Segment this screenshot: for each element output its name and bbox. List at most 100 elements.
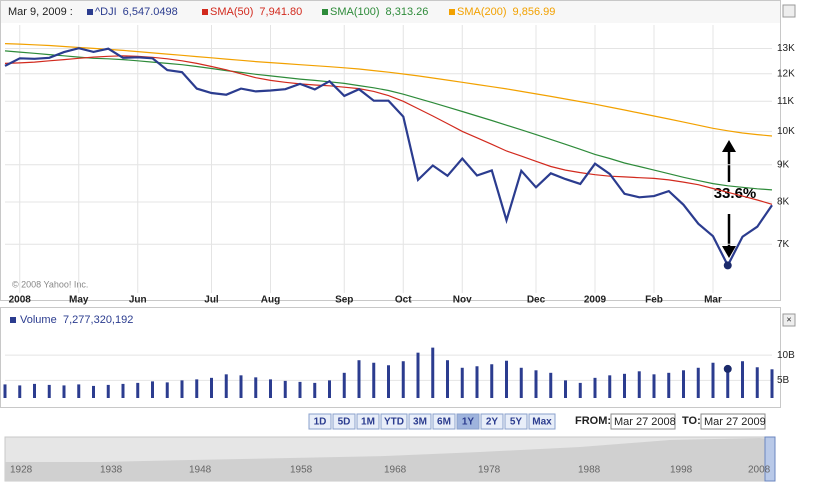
volume-bar — [77, 384, 81, 398]
volume-bar — [283, 380, 287, 398]
range-button-label: 1D — [314, 417, 327, 428]
volume-bar — [460, 367, 464, 398]
volume-bar — [239, 375, 243, 398]
range-button[interactable] — [332, 413, 356, 430]
close-icon: × — [786, 314, 791, 324]
volume-bar — [446, 360, 449, 398]
legend-swatch — [202, 9, 208, 15]
x-tick-label: Mar — [704, 295, 722, 306]
volume-panel — [0, 307, 781, 408]
volume-bar — [696, 367, 700, 398]
range-button-label: 5Y — [510, 417, 523, 428]
volume-bar — [387, 365, 390, 398]
x-tick-label: Oct — [395, 295, 412, 306]
x-tick-label: 2009 — [584, 295, 607, 306]
volume-bar — [637, 371, 641, 398]
navigator-year: 1968 — [384, 465, 407, 476]
volume-bar — [328, 380, 331, 398]
x-tick-label: Jul — [204, 295, 219, 306]
legend-swatch — [322, 9, 328, 15]
range-button[interactable] — [504, 413, 528, 430]
range-button-label: 3M — [413, 417, 427, 428]
x-tick-label: Feb — [645, 295, 663, 306]
from-date: Mar 27 2008 — [614, 416, 676, 428]
volume-bar — [298, 381, 302, 398]
navigator-area — [5, 438, 773, 481]
y-tick-label: 9K — [777, 159, 790, 170]
volume-bar — [33, 383, 36, 398]
volume-bar — [47, 384, 51, 398]
y-tick-label: 10K — [777, 126, 795, 137]
volume-bar — [755, 367, 759, 398]
range-button[interactable] — [528, 413, 556, 430]
low-point — [723, 261, 732, 270]
volume-bar — [136, 382, 140, 398]
to-input[interactable] — [700, 413, 766, 430]
navigator-year: 1948 — [189, 465, 212, 476]
volume-bar — [92, 385, 95, 398]
volume-bar — [195, 379, 199, 398]
range-button[interactable] — [380, 413, 408, 430]
range-button-label: 2Y — [486, 417, 499, 428]
legend-value: 7,941.80 — [259, 6, 302, 18]
volume-bar — [224, 374, 228, 398]
volume-bar — [357, 360, 361, 398]
volume-bar — [519, 367, 523, 398]
close-button[interactable] — [782, 4, 796, 18]
navigator-year: 1998 — [670, 465, 693, 476]
legend-bar — [1, 1, 780, 23]
volume-bar — [372, 362, 376, 398]
legend-value: 9,856.99 — [513, 6, 556, 18]
range-annotation: 33.6% — [714, 140, 756, 258]
volume-bar — [682, 370, 685, 398]
legend-value: 6,547.0498 — [123, 6, 178, 18]
legend-name: SMA(100) — [330, 6, 380, 18]
navigator-year: 2008 — [748, 465, 771, 476]
legend-name: ^DJI — [95, 6, 117, 18]
y-tick-label: 8K — [777, 197, 790, 208]
close-button[interactable] — [782, 313, 796, 327]
range-button-label: 1Y — [462, 417, 475, 428]
range-button[interactable] — [456, 413, 480, 430]
from-label: FROM: — [575, 415, 611, 427]
navigator-year: 1938 — [100, 465, 123, 476]
x-tick-label: Aug — [261, 295, 280, 306]
volume-bar — [608, 375, 612, 398]
volume-point — [723, 364, 732, 373]
volume-bar — [18, 385, 22, 398]
range-button[interactable] — [308, 413, 332, 430]
volume-bar — [106, 384, 110, 398]
volume-bar — [180, 380, 184, 398]
navigator-year: 1988 — [578, 465, 601, 476]
copyright: © 2008 Yahoo! Inc. — [12, 279, 88, 289]
volume-bar — [342, 372, 346, 398]
from-input[interactable] — [610, 413, 676, 430]
navigator-handle[interactable] — [764, 436, 776, 482]
volume-bar — [770, 369, 774, 398]
range-button-label: 6M — [437, 417, 451, 428]
volume-bar — [741, 361, 744, 398]
y-tick-label: 11K — [777, 96, 794, 107]
series-line — [4, 47, 773, 268]
navigator-year: 1958 — [290, 465, 313, 476]
navigator-year: 1978 — [478, 465, 501, 476]
range-button[interactable] — [432, 413, 456, 430]
range-button-label: Max — [532, 417, 552, 428]
range-button[interactable] — [480, 413, 504, 430]
range-button[interactable] — [356, 413, 380, 430]
volume-bar — [711, 362, 715, 398]
range-selector: 1D 5D 1M YTD 3M 6M 1Y 2Y 5Y Max — [308, 413, 556, 430]
range-button-label: 5D — [338, 417, 351, 428]
to-label: TO: — [682, 415, 701, 427]
volume-bar — [534, 370, 538, 398]
volume-bar — [401, 361, 405, 398]
y-tick-label: 13K — [777, 43, 795, 54]
x-tick-label: Jun — [129, 295, 147, 306]
range-button[interactable] — [408, 413, 432, 430]
volume-bar — [652, 374, 656, 398]
main-panel — [0, 0, 781, 301]
legend-swatch — [10, 317, 16, 323]
x-tick-label: Nov — [453, 295, 472, 306]
y-tick-label: 7K — [777, 239, 790, 250]
volume-bar — [62, 385, 66, 398]
